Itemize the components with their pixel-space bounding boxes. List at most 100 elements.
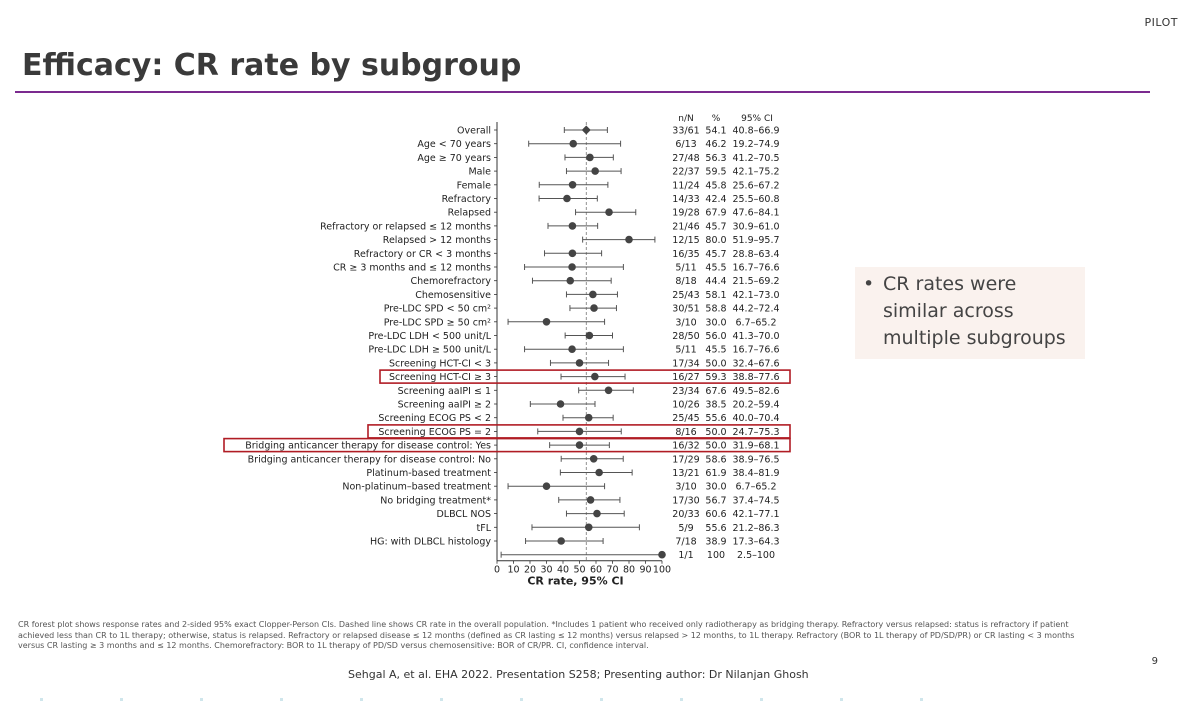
point-estimate (563, 194, 571, 203)
value-nn: 17/30 (672, 495, 699, 506)
value-ci: 51.9–95.7 (732, 235, 779, 246)
value-pct: 80.0 (705, 235, 726, 246)
value-ci: 42.1–73.0 (732, 290, 779, 301)
value-nn: 11/24 (672, 180, 699, 191)
value-pct: 45.5 (705, 263, 726, 274)
bullet-dot: • (863, 273, 875, 295)
x-tick-label: 0 (494, 565, 500, 576)
value-ci: 19.2–74.9 (732, 139, 779, 150)
point-estimate (581, 125, 591, 135)
value-nn: 8/18 (675, 276, 696, 287)
point-estimate (585, 331, 594, 340)
value-pct: 100 (707, 550, 725, 561)
point-estimate (557, 537, 565, 545)
point-estimate (595, 468, 603, 477)
value-pct: 60.6 (705, 509, 726, 520)
point-estimate (568, 222, 577, 230)
key-point-text: CR rates were similar across multiple su… (883, 273, 1066, 349)
value-nn: 22/37 (672, 167, 699, 178)
point-estimate (542, 482, 551, 491)
value-nn: 1/1 (678, 550, 693, 561)
value-pct: 59.3 (705, 372, 726, 383)
value-nn: 16/32 (672, 441, 699, 452)
value-ci: 28.8–63.4 (732, 249, 779, 260)
column-header-ci: 95% CI (741, 114, 773, 124)
row-label: Screening aaIPI ≥ 2 (398, 400, 491, 411)
row-label: Screening ECOG PS < 2 (378, 413, 491, 424)
row-label: Refractory (442, 194, 492, 205)
value-nn: 8/16 (675, 427, 696, 438)
value-ci: 40.8–66.9 (732, 126, 779, 137)
title-divider (15, 91, 1150, 93)
row-label: Relapsed > 12 months (383, 235, 491, 246)
value-pct: 58.8 (705, 304, 726, 315)
value-pct: 44.4 (705, 276, 726, 287)
point-estimate (542, 318, 551, 326)
x-tick-label: 40 (557, 565, 569, 576)
row-label: Non-platinum–based treatment (342, 482, 491, 493)
value-nn: 33/61 (672, 126, 699, 137)
value-ci: 40.0–70.4 (732, 413, 779, 424)
point-estimate (575, 441, 584, 449)
point-estimate (589, 455, 598, 463)
value-ci: 6.7–65.2 (735, 482, 776, 493)
value-ci: 38.4–81.9 (732, 468, 779, 479)
value-ci: 16.7–76.6 (732, 345, 779, 356)
value-nn: 10/26 (672, 400, 699, 411)
point-estimate (556, 400, 565, 408)
value-nn: 21/46 (672, 221, 699, 232)
slide-title: Efficacy: CR rate by subgroup (22, 48, 522, 83)
point-estimate (590, 304, 598, 312)
value-nn: 13/21 (672, 468, 699, 479)
row-label: tFL (477, 523, 492, 534)
value-ci: 42.1–77.1 (732, 509, 779, 520)
value-nn: 16/35 (672, 249, 699, 260)
row-label: Pre-LDC SPD ≥ 50 cm² (384, 317, 491, 328)
value-pct: 55.6 (705, 523, 726, 534)
value-pct: 45.8 (705, 180, 726, 191)
decorative-border (40, 698, 923, 701)
value-ci: 6.7–65.2 (735, 317, 776, 328)
row-label: Pre-LDC SPD < 50 cm² (384, 304, 491, 315)
point-estimate (593, 509, 601, 518)
row-label: No bridging treatment* (380, 495, 491, 506)
value-pct: 30.0 (705, 317, 726, 328)
value-pct: 54.1 (705, 126, 726, 137)
value-nn: 28/50 (672, 331, 699, 342)
value-nn: 17/29 (672, 454, 699, 465)
row-label: Relapsed (448, 208, 491, 219)
value-nn: 25/45 (672, 413, 699, 424)
page-number: 9 (1151, 656, 1158, 667)
point-estimate (605, 208, 613, 216)
row-label: CR ≥ 3 months and ≤ 12 months (333, 263, 491, 274)
value-nn: 3/10 (675, 317, 696, 328)
value-nn: 14/33 (672, 194, 699, 205)
value-pct: 50.0 (705, 427, 726, 438)
x-tick-label: 30 (540, 565, 552, 576)
value-ci: 38.8–77.6 (732, 372, 779, 383)
value-pct: 58.6 (705, 454, 726, 465)
value-nn: 3/10 (675, 482, 696, 493)
row-label: Bridging anticancer therapy for disease … (248, 454, 492, 465)
value-ci: 24.7–75.3 (732, 427, 779, 438)
value-pct: 50.0 (705, 441, 726, 452)
value-nn: 5/11 (675, 263, 696, 274)
row-label: Age ≥ 70 years (417, 153, 491, 164)
value-ci: 47.6–84.1 (732, 208, 779, 219)
x-tick-label: 50 (573, 565, 585, 576)
forest-plot: n/N% 95% CI Overall 33/61 54.1 40.8–66.9 Age <… (223, 114, 791, 588)
value-nn: 23/34 (672, 386, 699, 397)
x-tick-label: 20 (524, 565, 536, 576)
row-label: Refractory or CR < 3 months (354, 249, 491, 260)
value-nn: 27/48 (672, 153, 699, 164)
row-label: Chemorefractory (411, 276, 492, 287)
value-ci: 32.4–67.6 (732, 358, 779, 369)
point-estimate (658, 550, 666, 559)
value-nn: 12/15 (672, 235, 699, 246)
value-ci: 44.2–72.4 (732, 304, 779, 315)
value-nn: 5/11 (675, 345, 696, 356)
x-tick-label: 80 (623, 565, 635, 576)
value-pct: 45.7 (705, 249, 726, 260)
value-pct: 67.9 (705, 208, 726, 219)
value-pct: 38.9 (705, 537, 726, 548)
